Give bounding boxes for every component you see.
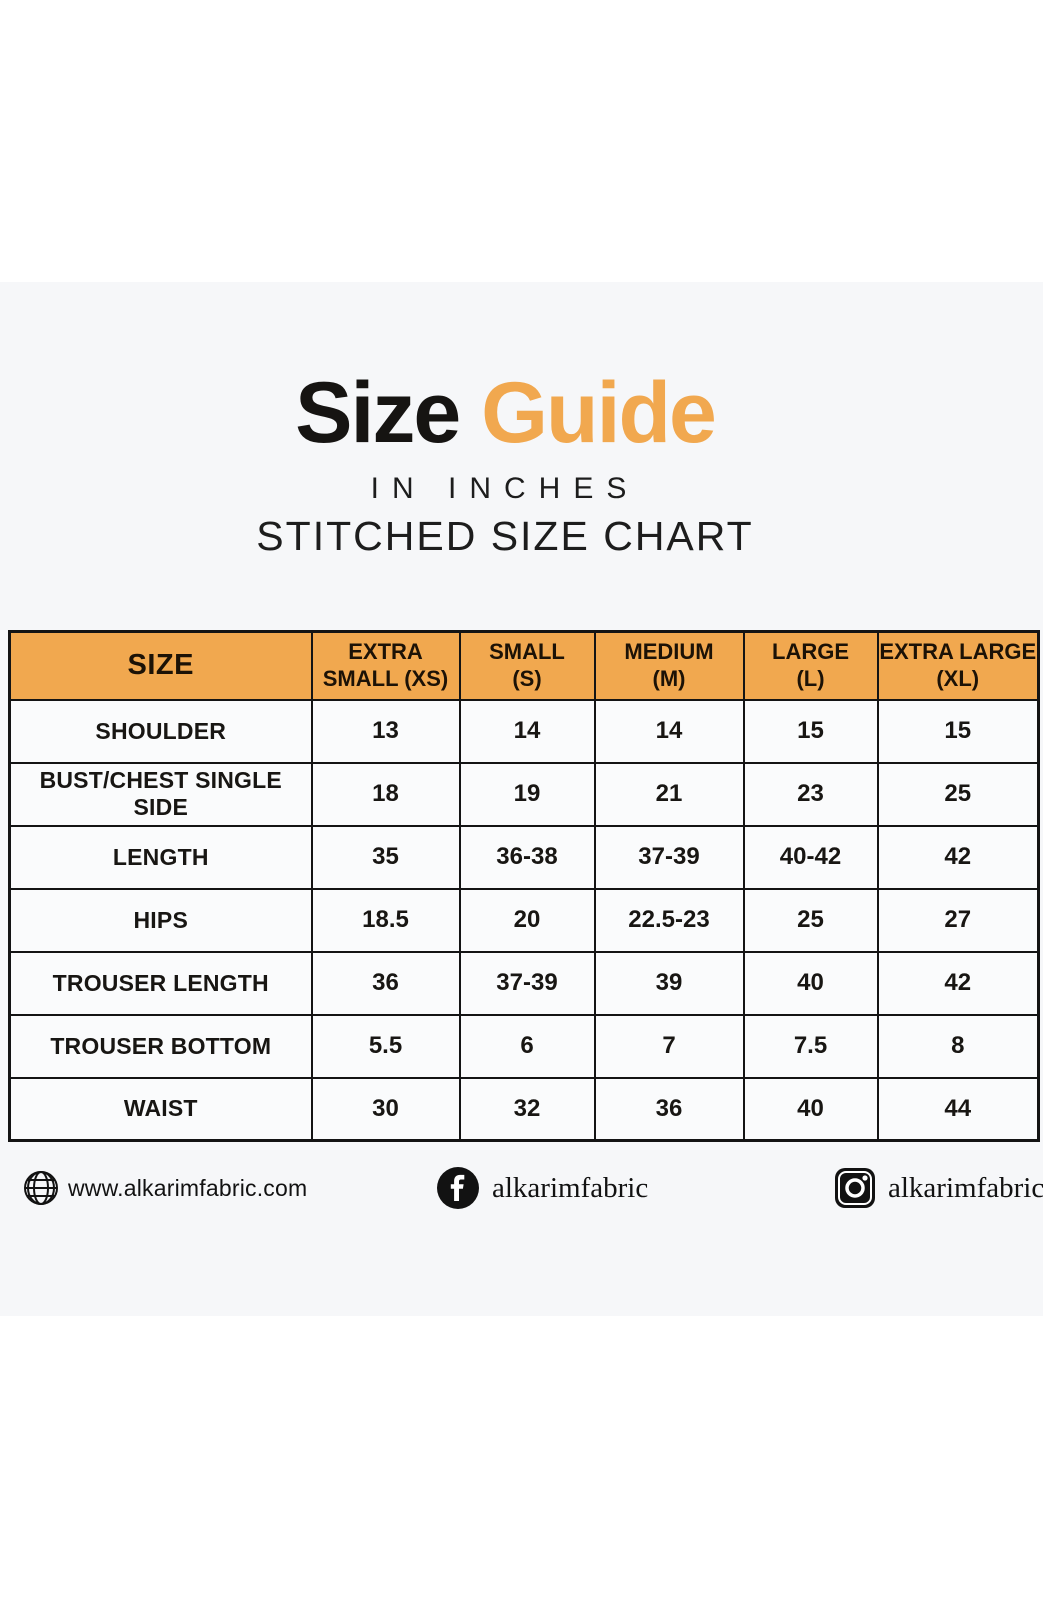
column-header-size: SIZE: [8, 630, 313, 701]
cell-trouser-length-xs: 36: [310, 950, 461, 1016]
row-label-shoulder: SHOULDER: [8, 698, 313, 764]
column-header-m: MEDIUM (M): [593, 630, 745, 701]
table-row: TROUSER BOTTOM 5.5 6 7 7.5 8: [8, 1013, 1040, 1079]
cell-bust-l: 23: [742, 761, 879, 827]
cell-shoulder-s: 14: [458, 698, 596, 764]
instagram-handle: alkarimfabrics: [888, 1171, 1043, 1204]
row-label-waist: WAIST: [8, 1076, 313, 1142]
table-row: HIPS 18.5 20 22.5-23 25 27: [8, 887, 1040, 953]
footer-website: www.alkarimfabric.com: [22, 1163, 307, 1213]
cell-trouser-length-xl: 42: [876, 950, 1040, 1016]
facebook-icon: [437, 1167, 479, 1209]
page-title: Size Guide: [0, 370, 1010, 456]
cell-hips-s: 20: [458, 887, 596, 953]
cell-bust-xl: 25: [876, 761, 1040, 827]
website-url: www.alkarimfabric.com: [68, 1174, 308, 1201]
column-header-xs: EXTRA SMALL (XS): [310, 630, 461, 701]
cell-bust-xs: 18: [310, 761, 461, 827]
cell-waist-xl: 44: [876, 1076, 1040, 1142]
title-part-guide: Guide: [481, 365, 717, 461]
cell-hips-m: 22.5-23: [593, 887, 745, 953]
cell-waist-l: 40: [742, 1076, 879, 1142]
cell-waist-s: 32: [458, 1076, 596, 1142]
cell-bust-s: 19: [458, 761, 596, 827]
cell-length-l: 40-42: [742, 824, 879, 890]
title-space: [459, 365, 481, 461]
column-header-s: SMALL (S): [458, 630, 596, 701]
row-label-hips: HIPS: [8, 887, 313, 953]
cell-length-s: 36-38: [458, 824, 596, 890]
cell-trouser-bottom-s: 6: [458, 1013, 596, 1079]
table-row: TROUSER LENGTH 36 37-39 39 40 42: [8, 950, 1040, 1016]
cell-length-xl: 42: [876, 824, 1040, 890]
cell-shoulder-xs: 13: [310, 698, 461, 764]
footer-facebook: alkarimfabric: [436, 1163, 648, 1213]
cell-hips-l: 25: [742, 887, 879, 953]
table-row: BUST/CHEST SINGLE SIDE 18 19 21 23 25: [8, 761, 1040, 827]
cell-hips-xs: 18.5: [310, 887, 461, 953]
cell-trouser-bottom-m: 7: [593, 1013, 745, 1079]
cell-shoulder-m: 14: [593, 698, 745, 764]
row-label-trouser-length: TROUSER LENGTH: [8, 950, 313, 1016]
facebook-handle: alkarimfabric: [492, 1171, 649, 1204]
cell-trouser-bottom-xs: 5.5: [310, 1013, 461, 1079]
title-part-size: Size: [295, 365, 461, 461]
cell-trouser-bottom-xl: 8: [876, 1013, 1040, 1079]
table-row: SHOULDER 13 14 14 15 15: [8, 698, 1040, 764]
footer-instagram: alkarimfabrics: [834, 1163, 1043, 1213]
cell-trouser-length-s: 37-39: [458, 950, 596, 1016]
cell-hips-xl: 27: [876, 887, 1040, 953]
table-row: LENGTH 35 36-38 37-39 40-42 42: [8, 824, 1040, 890]
column-header-xl: EXTRA LARGE (XL): [876, 630, 1040, 701]
size-chart-table: SIZE EXTRA SMALL (XS) SMALL (S) MEDIUM (M) …: [8, 630, 1040, 1142]
cell-waist-m: 36: [593, 1076, 745, 1142]
cell-shoulder-l: 15: [742, 698, 879, 764]
cell-trouser-length-m: 39: [593, 950, 745, 1016]
cell-trouser-bottom-l: 7.5: [742, 1013, 879, 1079]
globe-icon: [24, 1171, 58, 1205]
row-label-bust: BUST/CHEST SINGLE SIDE: [8, 761, 313, 827]
cell-waist-xs: 30: [310, 1076, 461, 1142]
instagram-icon: [835, 1168, 875, 1208]
row-label-length: LENGTH: [8, 824, 313, 890]
cell-length-xs: 35: [310, 824, 461, 890]
column-header-l: LARGE (L): [742, 630, 879, 701]
subtitle-in-inches: IN INCHES: [370, 472, 640, 505]
header-row: SIZE EXTRA SMALL (XS) SMALL (S) MEDIUM (M) …: [8, 630, 1040, 701]
row-label-trouser-bottom: TROUSER BOTTOM: [8, 1013, 313, 1079]
subtitle-stitched-size-chart: STITCHED SIZE CHART: [256, 513, 754, 559]
table-row: WAIST 30 32 36 40 44: [8, 1076, 1040, 1142]
cell-length-m: 37-39: [593, 824, 745, 890]
cell-trouser-length-l: 40: [742, 950, 879, 1016]
cell-bust-m: 21: [593, 761, 745, 827]
cell-shoulder-xl: 15: [876, 698, 1040, 764]
